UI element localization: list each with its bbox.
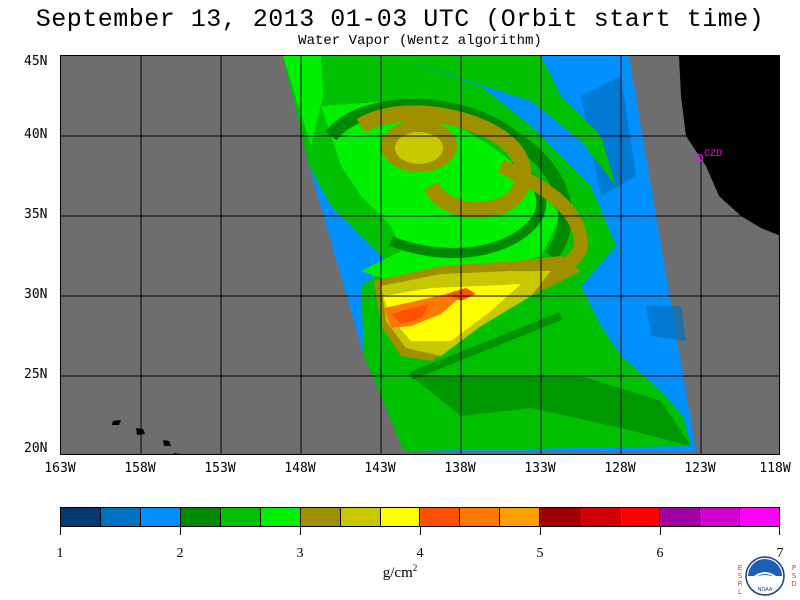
lon-label: 123W — [684, 461, 716, 476]
colorbar-swatch — [140, 508, 181, 526]
colorbar-tick-label: 4 — [416, 546, 424, 561]
lon-label: 158W — [124, 461, 156, 476]
map-canvas: CZD — [61, 56, 779, 454]
colorbar-swatch — [700, 508, 740, 526]
colorbar-units: g/cm2 — [360, 563, 440, 582]
colorbar-swatch — [180, 508, 221, 526]
colorbar-swatch — [620, 508, 661, 526]
lon-label: 153W — [204, 461, 236, 476]
lon-label: 163W — [44, 461, 76, 476]
colorbar-tick-mark — [180, 527, 181, 535]
lat-label: 20N — [24, 441, 48, 456]
colorbar-tick-mark — [660, 527, 661, 535]
colorbar-tick-label: 6 — [656, 546, 664, 561]
page-subtitle: Water Vapor (Wentz algorithm) — [298, 33, 542, 49]
station-marker-czd: CZD — [694, 149, 722, 163]
colorbar-swatch — [660, 508, 700, 526]
lon-label: 118W — [759, 461, 791, 476]
colorbar-tick-mark — [540, 527, 541, 535]
colorbar-tick-mark — [300, 527, 301, 535]
station-label: CZD — [704, 149, 722, 160]
colorbar-tick-label: 1 — [56, 546, 64, 561]
water-vapor-map[interactable]: CZD — [60, 55, 780, 455]
colorbar-tick-mark — [779, 527, 780, 535]
colorbar-swatch — [460, 508, 501, 526]
lat-label: 40N — [24, 127, 48, 142]
colorbar-tick-label: 2 — [176, 546, 184, 561]
colorbar-swatch — [260, 508, 301, 526]
colorbar-swatch — [100, 508, 141, 526]
colorbar-tick-mark — [420, 527, 421, 535]
colorbar-tick-label: 7 — [776, 546, 784, 561]
lon-label: 143W — [364, 461, 396, 476]
colorbar-swatch — [340, 508, 381, 526]
lon-label: 138W — [444, 461, 476, 476]
colorbar-swatch — [580, 508, 621, 526]
noaa-logo: NOAA — [745, 556, 785, 596]
colorbar-swatch — [300, 508, 341, 526]
page-title: September 13, 2013 01-03 UTC (Orbit star… — [35, 5, 765, 34]
lat-label: 45N — [24, 54, 48, 69]
units-text: g/cm — [382, 565, 413, 581]
colorbar-swatch — [540, 508, 581, 526]
colorbar-swatch — [500, 508, 541, 526]
colorbar-swatch — [739, 508, 779, 526]
lon-label: 148W — [284, 461, 316, 476]
colorbar-swatch — [380, 508, 421, 526]
lat-label: 25N — [24, 367, 48, 382]
units-exponent: 2 — [412, 563, 418, 573]
colorbar-swatch — [61, 508, 101, 526]
svg-text:NOAA: NOAA — [758, 587, 773, 593]
colorbar-tick-label: 5 — [536, 546, 544, 561]
graticule — [61, 56, 779, 454]
colorbar-tick-label: 3 — [296, 546, 304, 561]
lon-label: 133W — [524, 461, 556, 476]
colorbar-swatch — [420, 508, 461, 526]
colorbar-tick-mark — [60, 527, 61, 535]
colorbar-swatch — [220, 508, 261, 526]
lat-label: 30N — [24, 287, 48, 302]
lon-label: 128W — [604, 461, 636, 476]
lat-label: 35N — [24, 207, 48, 222]
color-scale-bar — [60, 507, 780, 527]
